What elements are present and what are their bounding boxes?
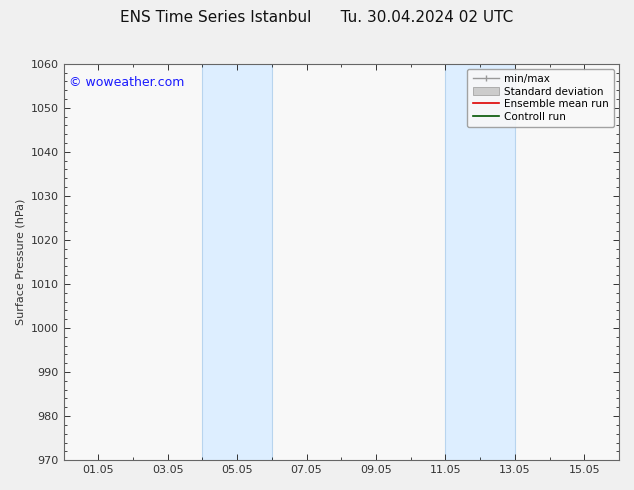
Bar — [202, 64, 272, 460]
Y-axis label: Surface Pressure (hPa): Surface Pressure (hPa) — [15, 199, 25, 325]
Bar — [446, 64, 515, 460]
Legend: min/max, Standard deviation, Ensemble mean run, Controll run: min/max, Standard deviation, Ensemble me… — [467, 69, 614, 127]
Text: © woweather.com: © woweather.com — [69, 75, 184, 89]
Text: ENS Time Series Istanbul      Tu. 30.04.2024 02 UTC: ENS Time Series Istanbul Tu. 30.04.2024 … — [120, 10, 514, 25]
